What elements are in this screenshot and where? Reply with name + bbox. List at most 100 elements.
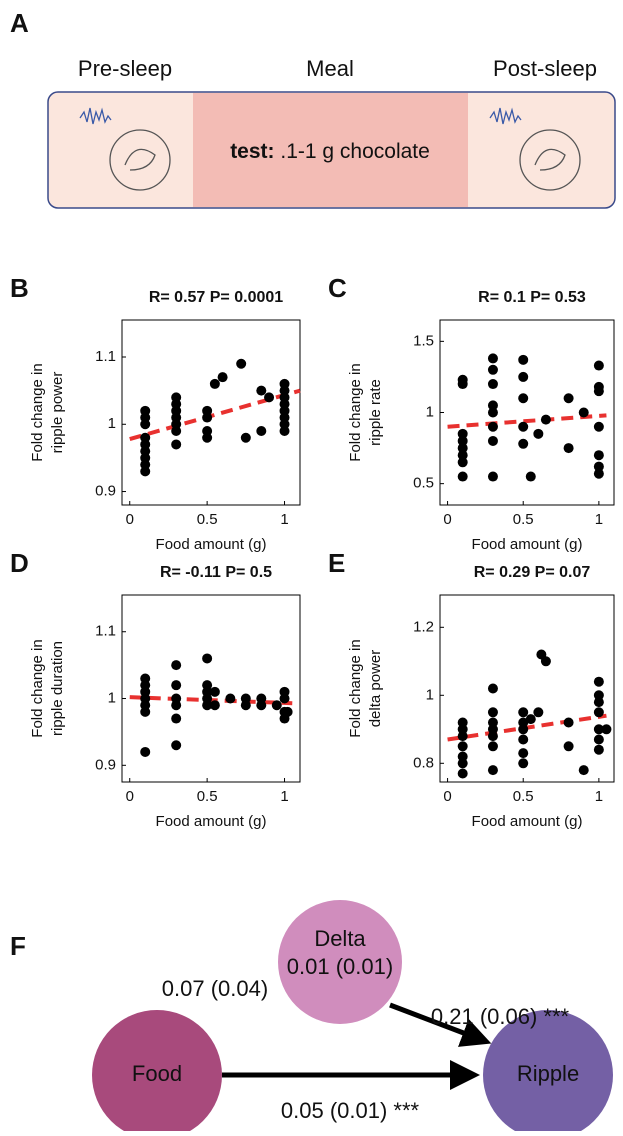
point <box>541 656 551 666</box>
y-tick-label: 0.5 <box>413 475 434 492</box>
point <box>241 694 251 704</box>
point <box>518 748 528 758</box>
point <box>171 714 181 724</box>
x-tick-label: 0.5 <box>513 788 534 805</box>
point <box>518 439 528 449</box>
point <box>564 393 574 403</box>
panel-letter: C <box>328 273 347 303</box>
phase-label: Pre-sleep <box>78 56 172 81</box>
point <box>541 415 551 425</box>
point <box>210 687 220 697</box>
point <box>488 707 498 717</box>
chart-title: R= -0.11 P= 0.5 <box>160 564 272 581</box>
point <box>202 433 212 443</box>
x-axis-label: Food amount (g) <box>472 536 583 553</box>
point <box>488 436 498 446</box>
x-tick-label: 0.5 <box>197 788 218 805</box>
point <box>241 433 251 443</box>
point <box>236 359 246 369</box>
node-label: Food <box>132 1061 182 1086</box>
point <box>488 379 498 389</box>
y-axis-label: Fold change in <box>347 639 364 737</box>
point <box>518 707 528 717</box>
x-axis-label: Food amount (g) <box>472 813 583 830</box>
point <box>518 372 528 382</box>
point <box>458 457 468 467</box>
point <box>564 443 574 453</box>
point <box>564 718 574 728</box>
x-tick-label: 0 <box>443 511 451 528</box>
x-tick-label: 1 <box>280 788 288 805</box>
point <box>458 731 468 741</box>
point <box>171 700 181 710</box>
point <box>564 741 574 751</box>
y-axis-label: ripple duration <box>49 641 66 736</box>
point <box>594 469 604 479</box>
point <box>594 707 604 717</box>
point <box>202 413 212 423</box>
point <box>518 355 528 365</box>
x-tick-label: 0.5 <box>513 511 534 528</box>
point <box>488 765 498 775</box>
point <box>518 393 528 403</box>
point <box>210 379 220 389</box>
x-tick-label: 0 <box>443 788 451 805</box>
point <box>256 386 266 396</box>
panel-letter: D <box>10 548 29 578</box>
point <box>488 684 498 694</box>
point <box>594 697 604 707</box>
y-tick-label: 1.1 <box>95 348 116 365</box>
x-axis-label: Food amount (g) <box>156 813 267 830</box>
point <box>140 747 150 757</box>
node-value: 0.01 (0.01) <box>287 954 393 979</box>
y-tick-label: 1 <box>108 689 116 706</box>
point <box>601 724 611 734</box>
y-tick-label: 1 <box>426 686 434 703</box>
point <box>171 660 181 670</box>
point <box>526 714 536 724</box>
y-axis-label: delta power <box>367 650 384 728</box>
y-tick-label: 1.5 <box>413 332 434 349</box>
point <box>171 740 181 750</box>
y-tick-label: 0.8 <box>413 754 434 771</box>
point <box>280 426 290 436</box>
point <box>458 379 468 389</box>
x-tick-label: 0.5 <box>197 511 218 528</box>
figure: A Pre-sleep Meal Post-sleep test: .1-1 g… <box>0 0 623 1131</box>
point <box>272 700 282 710</box>
panel-letter: F <box>10 931 26 961</box>
panel-letter: A <box>10 8 29 38</box>
point <box>488 741 498 751</box>
point <box>594 386 604 396</box>
point <box>488 353 498 363</box>
point <box>526 472 536 482</box>
test-label: test: <box>230 140 274 163</box>
y-tick-label: 0.9 <box>95 756 116 773</box>
panel-letter: E <box>328 548 345 578</box>
point <box>283 707 293 717</box>
point <box>533 707 543 717</box>
point <box>458 741 468 751</box>
y-tick-label: 1 <box>108 415 116 432</box>
point <box>518 422 528 432</box>
x-axis-label: Food amount (g) <box>156 536 267 553</box>
point <box>488 408 498 418</box>
point <box>256 700 266 710</box>
edge-label: 0.07 (0.04) <box>162 976 268 1001</box>
point <box>140 419 150 429</box>
y-axis-label: ripple power <box>49 372 66 454</box>
point <box>533 429 543 439</box>
y-tick-label: 1 <box>426 403 434 420</box>
point <box>171 680 181 690</box>
edge-label: 0.05 (0.01) *** <box>281 1098 420 1123</box>
y-tick-label: 1.1 <box>95 623 116 640</box>
point <box>518 724 528 734</box>
point <box>171 439 181 449</box>
point <box>488 365 498 375</box>
point <box>488 472 498 482</box>
point <box>594 361 604 371</box>
x-tick-label: 1 <box>280 511 288 528</box>
test-text: test: .1-1 g chocolate <box>230 140 430 163</box>
x-tick-label: 1 <box>595 788 603 805</box>
y-tick-label: 1.2 <box>413 618 434 635</box>
